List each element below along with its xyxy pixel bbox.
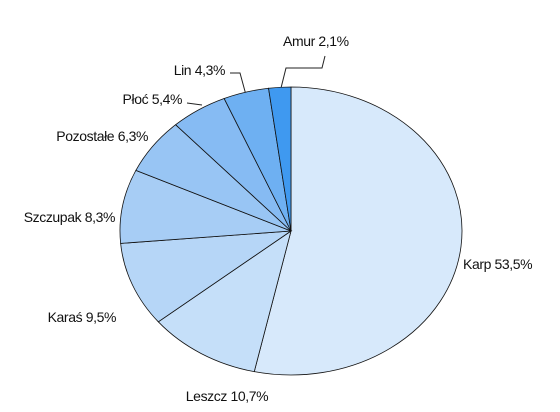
leader-line [280,55,326,89]
slice-label: Pozostałe 6,3% [56,128,148,144]
slice-value: 8,3% [85,209,115,225]
slice-value: 4,3% [195,62,225,78]
pie-slice [120,230,293,323]
slice-category: Płoć [123,91,149,107]
slice-value: 6,3% [118,128,148,144]
slice-label: Karp 53,5% [463,256,532,272]
slice-category: Amur [283,33,316,49]
pie-slice [119,169,292,244]
slice-value: 10,7% [230,388,268,404]
slice-category: Karaś [48,309,83,325]
slice-category: Karp [463,256,492,272]
slice-value: 9,5% [86,309,116,325]
slice-label: Leszcz 10,7% [186,388,268,404]
slice-category: Leszcz [186,388,228,404]
pie: Karp 53,5% Leszcz 10,7% Karaś 9,5% Szczupak… [24,33,533,404]
pie-slice [268,86,292,232]
slice-value: 53,5% [494,256,532,272]
slice-label: Szczupak 8,3% [24,209,115,225]
slice-label: Lin 4,3% [174,62,225,78]
slice-value: 5,4% [152,91,182,107]
pie-slice [157,230,292,373]
slice-category: Pozostałe [56,128,114,144]
pie-slice [253,86,463,376]
slice-label: Karaś 9,5% [48,309,116,325]
slice-category: Szczupak [24,209,83,225]
slice-label: Płoć 5,4% [123,91,182,107]
slice-category: Lin [174,62,191,78]
slice-value: 2,1% [318,33,348,49]
leader-line [230,72,247,96]
leader-line [186,102,203,106]
slice-label: Amur 2,1% [283,33,349,49]
